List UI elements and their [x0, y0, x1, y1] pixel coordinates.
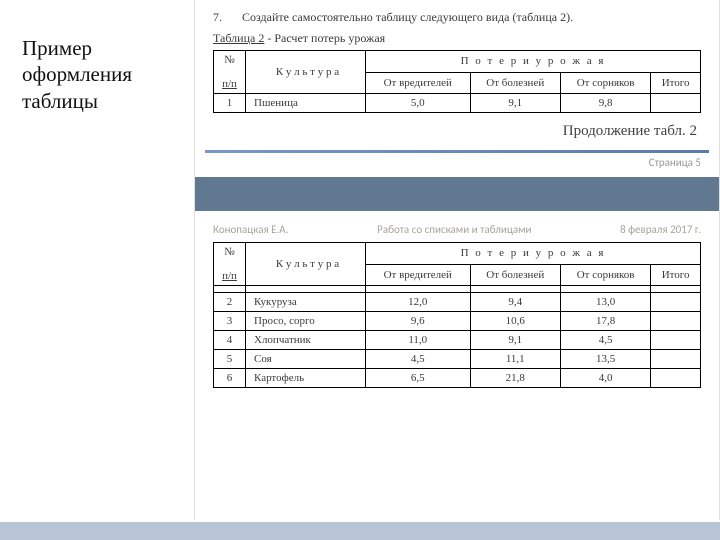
cell-total [651, 369, 701, 388]
slide-bottom-bar [0, 522, 720, 540]
cell-n: 1 [214, 94, 246, 113]
cell-n: 3 [214, 312, 246, 331]
cell-weed: 13,5 [560, 350, 650, 369]
col-weed: От сорняков [560, 264, 650, 286]
table-header-row-1: №п/п К у л ь т у р а П о т е р и у р о ж… [214, 243, 701, 265]
header-author: Конопацкая Е.А. [213, 223, 289, 236]
table-row: 2Кукуруза12,09,413,0 [214, 293, 701, 312]
cell-n: 4 [214, 331, 246, 350]
cell-total [651, 312, 701, 331]
cell-disease [470, 286, 560, 293]
cell-weed [560, 286, 650, 293]
slide: Пример оформления таблицы 7. Создайте са… [0, 0, 720, 540]
header-date: 8 февраля 2017 г. [620, 223, 701, 236]
cell-name: Картофель [246, 369, 366, 388]
cell-name: Соя [246, 350, 366, 369]
task-text: Создайте самостоятельно таблицу следующе… [242, 10, 573, 24]
cell-pest: 6,5 [366, 369, 471, 388]
page-header: Конопацкая Е.А. Работа со списками и таб… [195, 211, 719, 242]
cell-total [651, 331, 701, 350]
cell-name: Просо, сорго [246, 312, 366, 331]
side-title: Пример оформления таблицы [22, 35, 172, 114]
page-gap [195, 177, 719, 211]
header-work: Работа со списками и таблицами [377, 223, 531, 236]
cell-weed: 9,8 [560, 94, 650, 113]
col-total: Итого [651, 264, 701, 286]
caption-dash: - [264, 31, 274, 45]
cell-name: Пшеница [246, 94, 366, 113]
table-row: 1 Пшеница 5,0 9,1 9,8 [214, 94, 701, 113]
col-total: Итого [651, 72, 701, 94]
cell-disease: 9,1 [470, 331, 560, 350]
cell-disease: 21,8 [470, 369, 560, 388]
losses-table-top: №п/п К у л ь т у р а П о т е р и у р о ж… [213, 50, 701, 113]
col-losses: П о т е р и у р о ж а я [366, 243, 701, 265]
col-pest: От вредителей [366, 264, 471, 286]
col-num: №п/п [214, 243, 246, 286]
table-row: 5Соя4,511,113,5 [214, 350, 701, 369]
cell-name: Хлопчатник [246, 331, 366, 350]
cell-disease: 11,1 [470, 350, 560, 369]
cell-pest: 4,5 [366, 350, 471, 369]
cell-total [651, 286, 701, 293]
page-bottom: №п/п К у л ь т у р а П о т е р и у р о ж… [195, 242, 719, 394]
col-culture: К у л ь т у р а [246, 51, 366, 94]
cell-pest: 5,0 [366, 94, 471, 113]
cell-n: 5 [214, 350, 246, 369]
cell-name: Кукуруза [246, 293, 366, 312]
col-disease: От болезней [470, 264, 560, 286]
cell-weed: 13,0 [560, 293, 650, 312]
table-row: 4Хлопчатник11,09,14,5 [214, 331, 701, 350]
col-culture: К у л ь т у р а [246, 243, 366, 286]
page-number: Страница 5 [195, 153, 719, 177]
caption-label: Таблица 2 [213, 31, 264, 45]
task-line: 7. Создайте самостоятельно таблицу следу… [213, 10, 701, 25]
cell-n [214, 286, 246, 293]
cell-weed: 4,5 [560, 331, 650, 350]
table-row [214, 286, 701, 293]
page-top: 7. Создайте самостоятельно таблицу следу… [195, 0, 719, 146]
col-pest: От вредителей [366, 72, 471, 94]
cell-total [651, 293, 701, 312]
cell-pest: 11,0 [366, 331, 471, 350]
col-num: №п/п [214, 51, 246, 94]
col-weed: От сорняков [560, 72, 650, 94]
table-row: 3Просо, сорго9,610,617,8 [214, 312, 701, 331]
cell-disease: 10,6 [470, 312, 560, 331]
cell-disease: 9,4 [470, 293, 560, 312]
cell-pest [366, 286, 471, 293]
losses-table-bottom: №п/п К у л ь т у р а П о т е р и у р о ж… [213, 242, 701, 388]
cell-disease: 9,1 [470, 94, 560, 113]
table-header-row-1: №п/п К у л ь т у р а П о т е р и у р о ж… [214, 51, 701, 73]
table-caption: Таблица 2 - Расчет потерь урожая [213, 31, 701, 46]
document-viewport: 7. Создайте самостоятельно таблицу следу… [194, 0, 720, 520]
caption-title: Расчет потерь урожая [274, 31, 385, 45]
cell-weed: 4,0 [560, 369, 650, 388]
table-row: 6Картофель6,521,84,0 [214, 369, 701, 388]
cell-total [651, 94, 701, 113]
continuation-label: Продолжение табл. 2 [213, 123, 697, 140]
col-losses: П о т е р и у р о ж а я [366, 51, 701, 73]
cell-n: 6 [214, 369, 246, 388]
task-number: 7. [213, 10, 239, 25]
cell-pest: 9,6 [366, 312, 471, 331]
cell-total [651, 350, 701, 369]
cell-n: 2 [214, 293, 246, 312]
col-disease: От болезней [470, 72, 560, 94]
cell-weed: 17,8 [560, 312, 650, 331]
cell-pest: 12,0 [366, 293, 471, 312]
cell-name [246, 286, 366, 293]
